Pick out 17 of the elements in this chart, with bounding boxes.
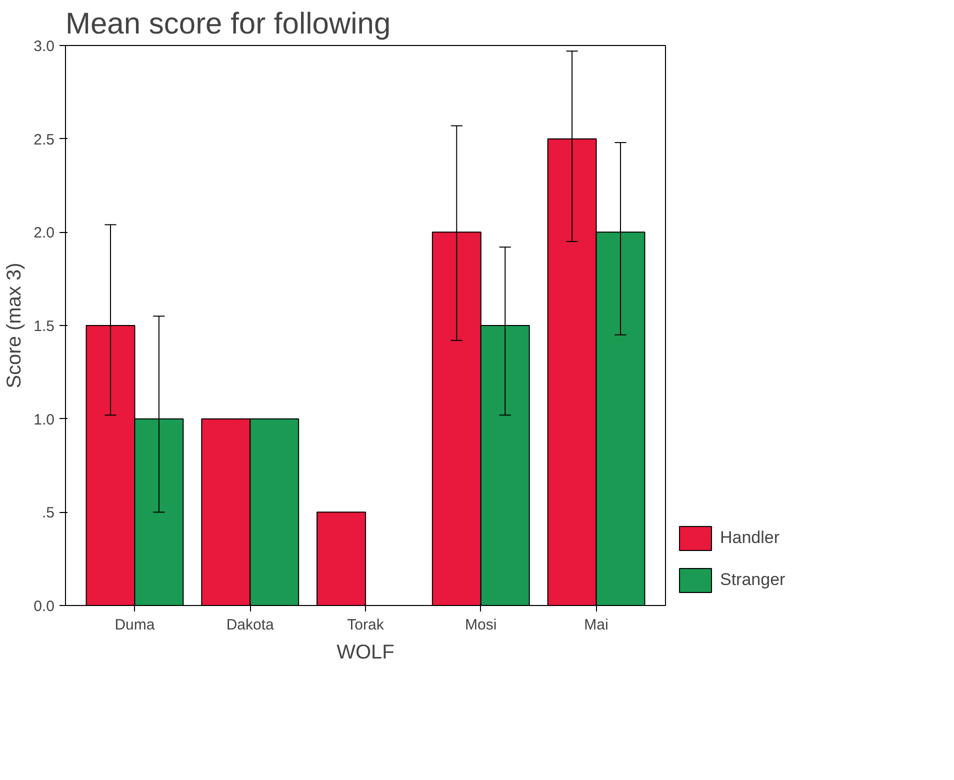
y-tick-label: 1.0	[34, 411, 55, 428]
x-tick-label: Dakota	[226, 616, 275, 634]
x-axis-title: WOLF	[336, 642, 394, 664]
y-tick-label: 2.5	[34, 131, 55, 148]
y-tick-label: 2.0	[34, 224, 55, 242]
y-tick-label: 1.5	[34, 318, 55, 335]
x-tick-label: Duma	[114, 616, 156, 634]
x-tick-label: Mosi	[465, 616, 497, 634]
y-tick-label: 0.0	[34, 598, 55, 615]
legend-label: Stranger	[720, 570, 786, 590]
x-tick-label: Torak	[347, 616, 384, 634]
y-axis-title: Score (max 3)	[4, 262, 26, 388]
chart-title: Mean score for following	[66, 8, 391, 40]
y-tick-label: 3.0	[34, 38, 55, 55]
x-tick-label: Mai	[584, 616, 608, 634]
legend-label: Handler	[720, 528, 780, 548]
y-tick-label: .5	[42, 504, 55, 522]
